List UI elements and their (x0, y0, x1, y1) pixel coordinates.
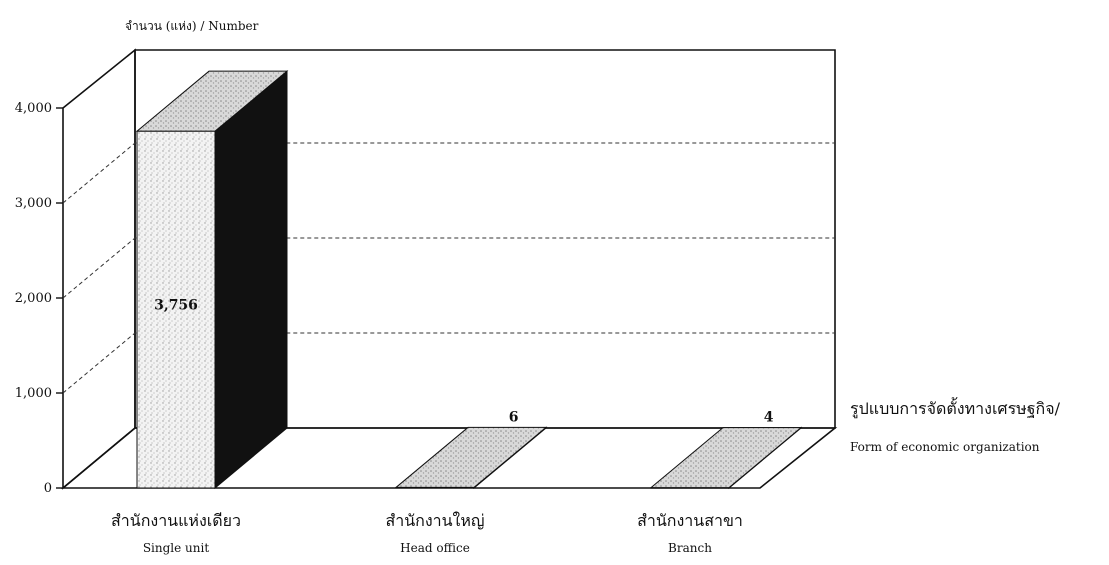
bar-top (649, 427, 803, 489)
gridline (62, 142, 835, 204)
gridline (62, 237, 835, 299)
gridline (62, 332, 835, 394)
bar-2: 6 (394, 409, 548, 490)
category-label-thai: สำนักงานใหญ่ (385, 511, 484, 530)
bar-front (136, 130, 216, 489)
left-wall (62, 48, 136, 490)
bar-3: 4 (649, 410, 803, 490)
floor (60, 427, 838, 489)
category-label-english: Single unit (143, 541, 210, 555)
y-tick-label: 2,000 (15, 291, 52, 306)
gridlines (62, 142, 835, 394)
bars: 3,756 6 4 (135, 70, 803, 490)
bar-top (394, 426, 548, 488)
x-axis-title-thai: รูปแบบการจัดตั้งทางเศรษฐกิจ/ (850, 397, 1061, 419)
category-label-thai: สำนักงานแห่งเดียว (111, 511, 241, 530)
category-labels: สำนักงานแห่งเดียว Single unit สำนักงานใหญ่… (111, 511, 743, 555)
y-axis-title: จำนวน (แห่ง) / Number (125, 19, 259, 33)
y-tick-label: 1,000 (15, 386, 52, 401)
chart-frame (60, 48, 838, 490)
y-tick-label: 4,000 (15, 101, 52, 116)
category-label-thai: สำนักงานสาขา (637, 511, 743, 530)
bar-side (214, 70, 288, 490)
x-axis-title-english: Form of economic organization (850, 440, 1040, 454)
y-tick-label: 3,000 (15, 196, 52, 211)
category-label-english: Branch (668, 541, 712, 555)
data-label: 6 (509, 409, 519, 425)
data-label: 3,756 (154, 298, 198, 314)
bar-top (135, 70, 289, 132)
data-label: 4 (764, 410, 774, 426)
bar-1: 3,756 (135, 70, 289, 490)
y-tick-label: 0 (44, 481, 52, 496)
category-label-english: Head office (400, 541, 470, 555)
y-axis-ticks: 0 1,000 2,000 3,000 4,000 (15, 101, 63, 496)
